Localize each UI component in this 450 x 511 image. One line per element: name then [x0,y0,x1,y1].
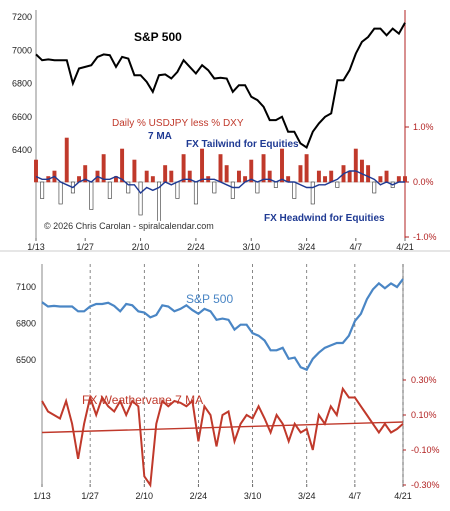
fx-bar [378,176,383,183]
bottom-chart: 1/13 1/27 2/10 2/24 3/10 3/24 4/7 4/21 6500 6800 7… [16,264,440,501]
fx-bar [200,148,205,183]
y-right-tick: 0.30% [411,375,437,385]
y-right-tick: -1.0% [413,232,437,242]
y-left-tick: 6600 [12,112,32,122]
x-tick: 4/7 [350,242,363,252]
y-right-tick: 0.10% [411,410,437,420]
fx-bar [359,159,364,183]
x-tick: 1/27 [81,491,99,501]
tailwind-label: FX Tailwind for Equities [186,139,299,150]
fx-bar [372,181,377,194]
fx-bar [64,137,69,183]
top-subtitle-blue: 7 MA [148,131,172,142]
fx-bar [316,170,321,183]
fx-bar [261,154,266,183]
fx-bar [34,159,38,183]
fx-bar [212,181,217,194]
fx-bar [150,176,155,183]
x-tick: 2/10 [132,242,150,252]
top-subtitle-red: Daily % USDJPY less % DXY [112,118,244,129]
fx-bar [347,170,352,183]
y-left-tick: 7100 [16,282,36,292]
fx-bar [126,181,131,194]
top-chart: 6400 6600 6800 7000 7200 1.0% 0.0% -1.0% 1/13 1/2… [0,10,450,252]
fx-bar [335,181,340,188]
x-tick: 2/24 [187,242,205,252]
fx-bar [353,148,358,183]
fx-bar [144,170,149,183]
x-tick: 3/24 [298,242,316,252]
x-tick: 2/10 [136,491,154,501]
x-tick: 2/24 [190,491,208,501]
x-tick: 1/13 [33,491,51,501]
fx-bar [181,154,186,183]
fx-bar [403,176,407,183]
fx-bar [255,181,260,194]
top-title: S&P 500 [134,30,182,44]
fx-bar [280,148,284,183]
y-right-tick: 1.0% [413,122,434,132]
fx-bar [218,154,223,183]
fx-bar [40,181,45,199]
fx-bar [396,176,401,183]
bottom-sp-label: S&P 500 [186,292,234,306]
fx-bar [230,181,235,199]
fx-bar [292,181,297,199]
y-left-tick: 7200 [12,12,32,22]
x-tick: 4/21 [394,491,412,501]
fx-bar [83,165,88,183]
fx-bar [384,170,389,183]
fx-bar [366,165,371,183]
x-tick: 1/13 [27,242,45,252]
y-left-tick: 6800 [12,79,32,89]
x-tick: 3/10 [244,491,262,501]
fx-bar [107,181,112,199]
fx-bar [304,154,309,183]
copyright-label: © 2026 Chris Carolan - spiralcalendar.co… [44,221,214,231]
fx-bar [298,165,303,183]
bottom-weathervane-label: FX Weathervane 7 MA [82,393,204,407]
fx-bar [169,170,174,183]
trend-line [41,421,404,434]
fx-bar [138,181,143,216]
fx-bar [249,159,254,183]
sp500-line [35,22,406,150]
x-tick: 3/10 [242,242,260,252]
y-left-tick: 6800 [16,319,36,329]
y-right-tick: -0.10% [411,445,440,455]
y-right-tick: -0.30% [411,480,440,490]
y-left-tick: 7000 [12,45,32,55]
fx-bar [273,181,278,188]
y-left-tick: 6500 [16,355,36,365]
fx-bar [58,181,63,205]
fx-bar [329,170,334,183]
fx-bar [175,181,180,199]
fx-bar [193,181,198,205]
fx-bar [132,159,137,183]
fx-bar [187,170,192,183]
ma-line [35,170,405,195]
fx-bar [267,170,272,183]
x-tick: 4/7 [349,491,362,501]
fx-bar [224,165,229,183]
x-tick: 1/27 [76,242,94,252]
x-tick: 3/24 [298,491,316,501]
fx-bar [236,170,241,183]
y-right-tick: 0.0% [413,177,434,187]
fx-bar [101,154,106,183]
sp500-line [41,278,404,372]
fx-bar [163,165,168,183]
fx-bar [120,148,125,183]
headwind-label: FX Headwind for Equities [264,213,385,224]
fx-bar [89,181,94,210]
y-left-tick: 6400 [12,145,32,155]
fx-bar [323,176,328,183]
x-tick: 4/21 [396,242,414,252]
fx-bar [310,181,315,205]
weathervane-line [41,386,404,488]
